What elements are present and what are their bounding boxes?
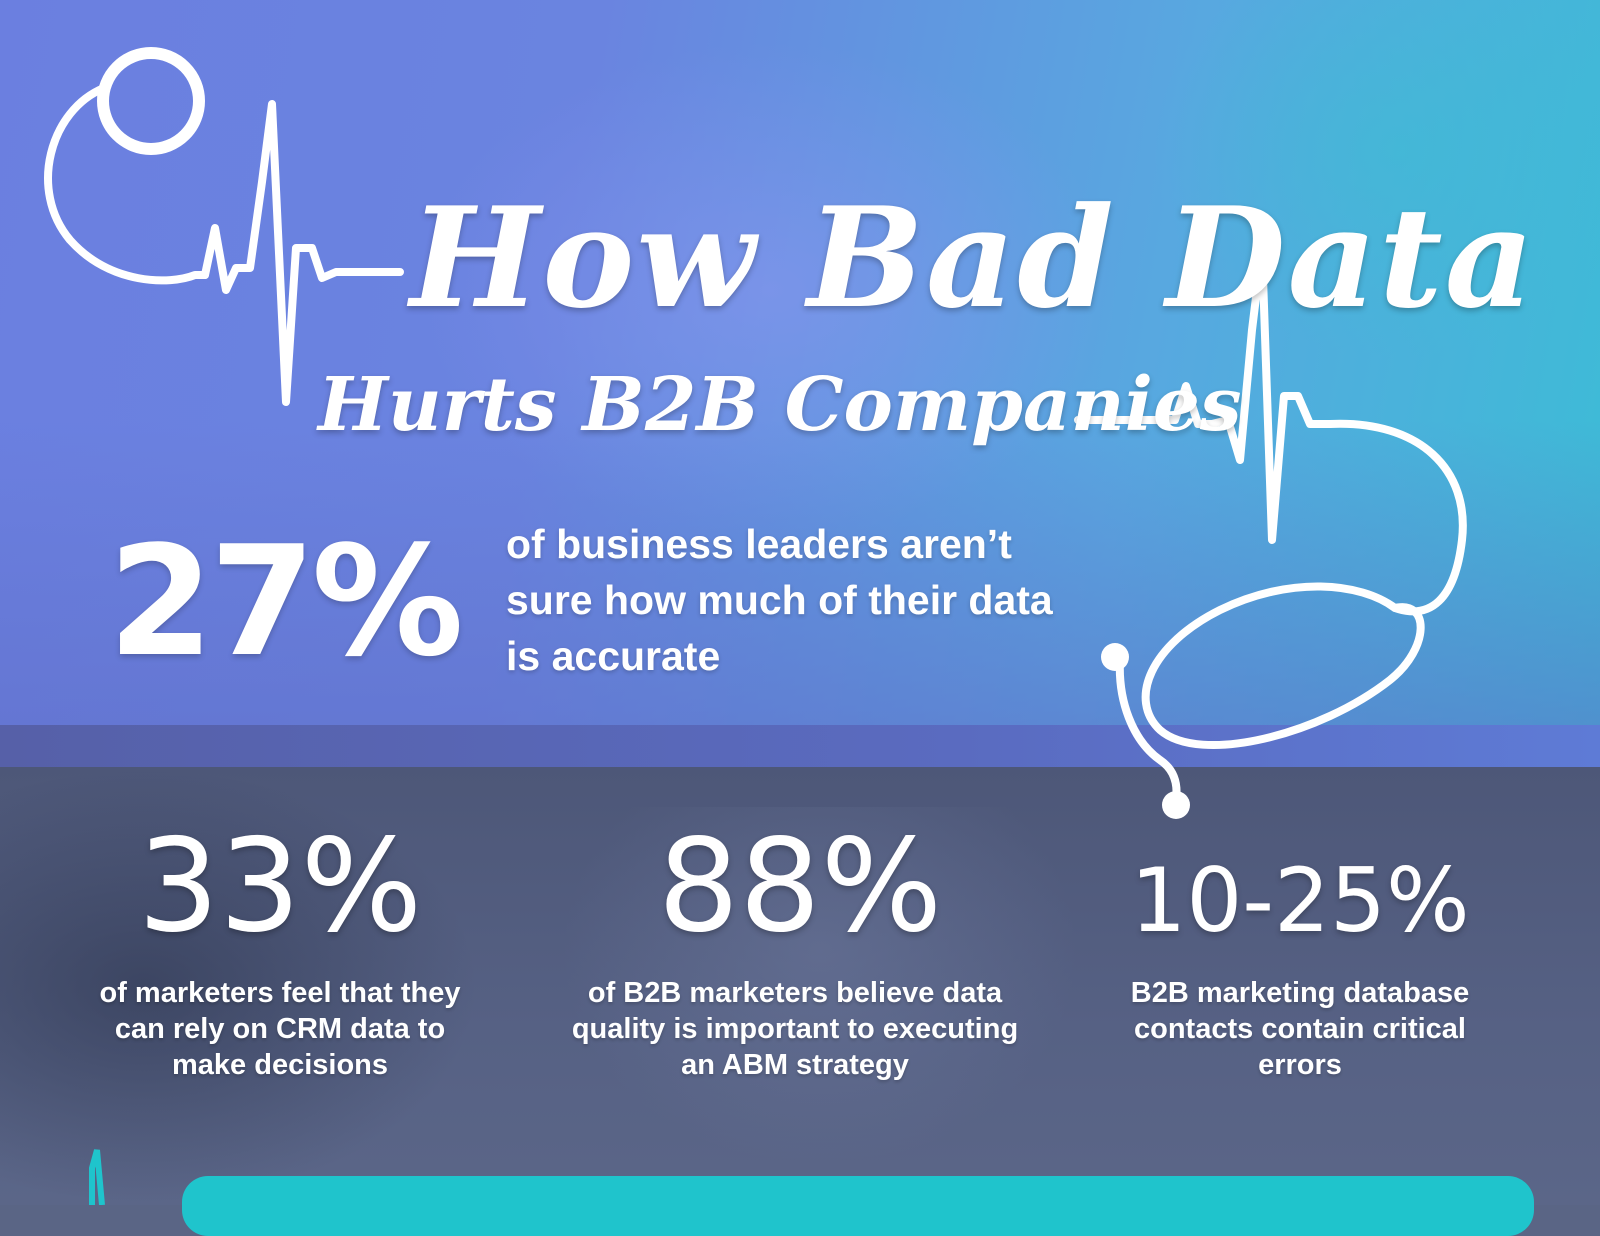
stat-description-errors: B2B marketing database contacts contain … bbox=[1130, 977, 1470, 1081]
stethoscope-chestpiece bbox=[97, 47, 205, 155]
photo-shade-left bbox=[0, 767, 480, 1205]
divider-band bbox=[0, 725, 1600, 767]
stethoscope-icon bbox=[44, 47, 1467, 1205]
page-title: How Bad Data bbox=[410, 176, 1537, 339]
hero-stat-description: of business leaders aren’t sure how much… bbox=[506, 521, 1053, 679]
hero-stat-value: 27% bbox=[108, 513, 464, 690]
page-subtitle: Hurts B2B Companies bbox=[318, 362, 1242, 448]
earpiece-right bbox=[1162, 791, 1190, 819]
stat-description-crm: of marketers feel that they can rely on … bbox=[99, 977, 461, 1081]
earpiece-left bbox=[1101, 643, 1129, 671]
stats-background bbox=[0, 767, 1600, 1205]
heartbeat-line-icon bbox=[201, 100, 404, 406]
stat-description-abm: of B2B marketers believe data quality is… bbox=[571, 977, 1019, 1081]
hero-fade bbox=[0, 420, 1600, 725]
photo-shade-center bbox=[560, 807, 1080, 1167]
stat-value-errors: 10-25% bbox=[1130, 849, 1470, 952]
hero-background bbox=[0, 0, 1600, 725]
hero-glow-right bbox=[1150, 0, 1600, 360]
next-section-card bbox=[182, 1176, 1534, 1236]
heartbeat-line-bottom bbox=[89, 1149, 105, 1205]
stat-value-crm: 33% bbox=[137, 812, 423, 961]
stat-value-abm: 88% bbox=[657, 812, 943, 961]
